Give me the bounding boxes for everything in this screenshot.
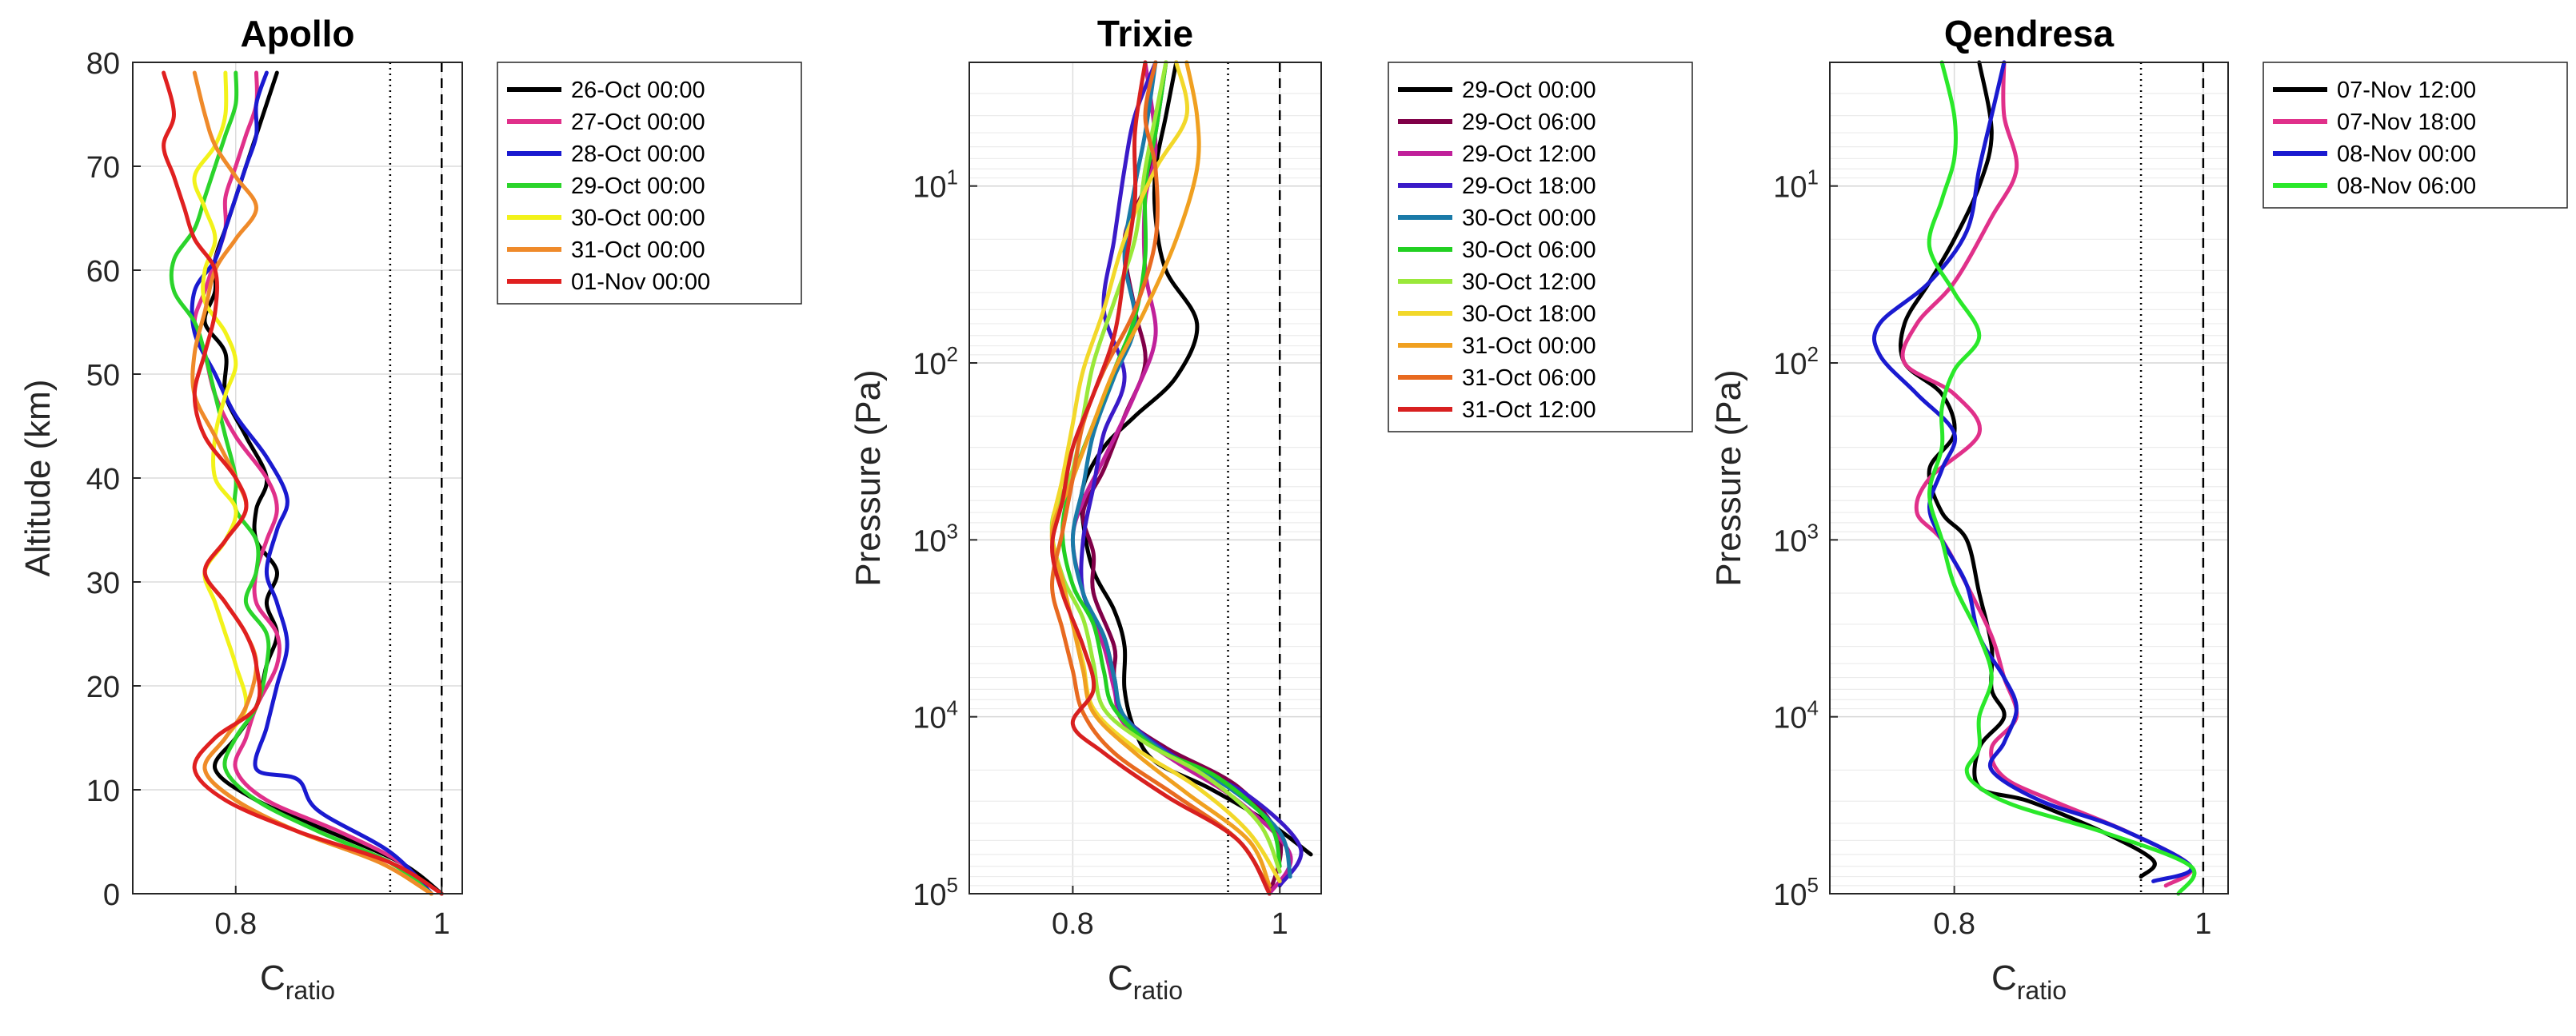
y-tick-label: 102 [1773, 342, 1819, 381]
legend-entry: 07-Nov 12:00 [2337, 78, 2476, 103]
x-axis-label: Cratio [1991, 958, 2067, 1005]
legend-entry: 08-Nov 06:00 [2337, 173, 2476, 199]
y-tick-label: 104 [913, 696, 958, 735]
y-tick-label: 101 [1773, 165, 1819, 205]
legend-entry: 31-Oct 00:00 [571, 237, 705, 263]
y-tick-label: 105 [1773, 873, 1819, 912]
y-tick-label: 103 [913, 519, 958, 558]
series-line [192, 70, 433, 896]
legend-entry: 07-Nov 18:00 [2337, 110, 2476, 135]
y-axis-label: Pressure (Pa) [849, 369, 888, 586]
y-tick-label: 40 [86, 463, 120, 496]
y-axis-label: Altitude (km) [18, 380, 58, 577]
chart-panel-2: 0.8 1 101 102 103 104 105 Trixie Pressure (Pa) Cr… [849, 13, 1693, 1005]
grid [1830, 62, 2228, 895]
series-line [1927, 60, 2197, 896]
legend-entry: 31-Oct 12:00 [1462, 397, 1596, 423]
series-line [1070, 60, 1293, 896]
series-line [162, 70, 444, 896]
legend-entry: 29-Oct 00:00 [1462, 78, 1596, 103]
y-tick-label: 20 [86, 671, 120, 704]
x-tick-label: 0.8 [1933, 907, 1975, 941]
y-tick-label: 10 [86, 775, 120, 808]
legend: 07-Nov 12:00 07-Nov 18:00 08-Nov 00:00 08-N… [2262, 62, 2568, 209]
legend-entry: 29-Oct 00:00 [571, 173, 705, 199]
x-tick-label: 1 [433, 907, 450, 941]
series-group [1049, 60, 1313, 896]
legend-entry: 26-Oct 00:00 [571, 78, 705, 103]
chart-title: Trixie [1097, 13, 1193, 54]
legend-entry: 31-Oct 06:00 [1462, 365, 1596, 391]
legend-entry: 29-Oct 06:00 [1462, 110, 1596, 135]
legend-entry: 28-Oct 00:00 [571, 141, 705, 167]
y-tick-label: 102 [913, 342, 958, 381]
series-line [192, 70, 433, 896]
x-tick-label: 0.8 [214, 907, 257, 941]
legend-entry: 30-Oct 18:00 [1462, 301, 1596, 327]
legend: 29-Oct 00:00 29-Oct 06:00 29-Oct 12:00 29-O… [1388, 62, 1693, 432]
series-line [1080, 60, 1284, 896]
y-tick-label: 105 [913, 873, 958, 912]
legend: 26-Oct 00:00 27-Oct 00:00 28-Oct 00:00 29-O… [497, 62, 802, 305]
series-line [1900, 60, 2194, 888]
legend-entry: 29-Oct 18:00 [1462, 173, 1596, 199]
grid [133, 62, 462, 895]
legend-entry: 30-Oct 00:00 [571, 205, 705, 231]
y-tick-label: 70 [86, 151, 120, 185]
legend-entry: 30-Oct 00:00 [1462, 205, 1596, 231]
x-tick-label: 0.8 [1052, 907, 1094, 941]
y-tick-label: 30 [86, 567, 120, 600]
legend-entry: 30-Oct 12:00 [1462, 269, 1596, 295]
y-tick-label: 80 [86, 47, 120, 81]
legend-entry: 29-Oct 12:00 [1462, 141, 1596, 167]
legend-entry: 27-Oct 00:00 [571, 110, 705, 135]
x-tick-label: 1 [1272, 907, 1288, 941]
x-tick-label: 1 [2195, 907, 2211, 941]
x-axis-label: Cratio [260, 958, 335, 1005]
axes-box [1829, 62, 2229, 895]
series-line [169, 70, 433, 896]
y-tick-label: 0 [103, 879, 120, 912]
y-tick-label: 60 [86, 255, 120, 289]
x-axis-label: Cratio [1108, 958, 1183, 1005]
y-tick-label: 104 [1773, 696, 1819, 735]
series-line [1050, 60, 1272, 896]
chart-title: Apollo [240, 13, 354, 54]
y-tick-label: 103 [1773, 519, 1819, 558]
legend-entry: 08-Nov 00:00 [2337, 141, 2476, 167]
y-tick-label: 50 [86, 359, 120, 392]
series-line [1871, 60, 2194, 883]
chart-title: Qendresa [1944, 13, 2115, 54]
series-line [1050, 60, 1272, 892]
legend-entry: 31-Oct 00:00 [1462, 333, 1596, 359]
series-line [190, 70, 433, 896]
y-tick-label: 101 [913, 165, 958, 205]
legend-entry: 01-Nov 00:00 [571, 269, 710, 295]
series-group [1871, 60, 2197, 896]
series-line [1049, 60, 1272, 888]
y-axis-label: Pressure (Pa) [1709, 369, 1748, 586]
chart-panel-3: 0.8 1 101 102 103 104 105 Qendresa Pressure (Pa)… [1709, 13, 2568, 1005]
legend-entry: 30-Oct 06:00 [1462, 237, 1596, 263]
series-line [190, 70, 433, 896]
axes-box [968, 62, 1322, 895]
series-group [162, 70, 444, 896]
series-line [1899, 60, 2157, 879]
